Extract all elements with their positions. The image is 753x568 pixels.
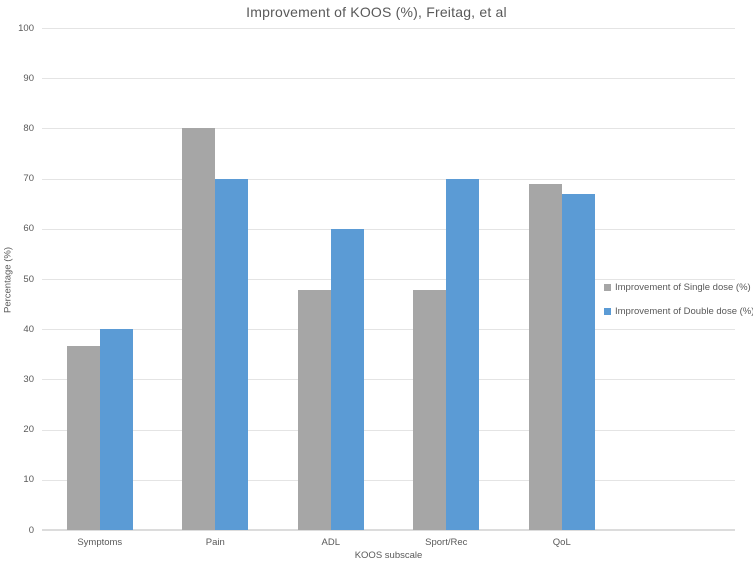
legend: Improvement of Single dose (%) Improvemen… xyxy=(604,282,753,330)
y-tick-label: 0 xyxy=(28,524,34,536)
x-tick-label: Symptoms xyxy=(77,537,123,548)
x-axis-line xyxy=(42,529,735,531)
x-tick-label: Sport/Rec xyxy=(425,537,468,548)
y-tick-label: 40 xyxy=(23,323,34,335)
x-tick-label: Pain xyxy=(205,537,225,548)
bar-adl-series-0 xyxy=(297,290,331,530)
bar-qol-series-1 xyxy=(561,193,595,530)
legend-item: Improvement of Single dose (%) xyxy=(604,282,753,293)
y-tick-label: 20 xyxy=(23,424,34,436)
bar-adl-series-1 xyxy=(330,228,364,530)
gridline xyxy=(42,228,735,230)
legend-label: Improvement of Single dose (%) xyxy=(615,282,751,293)
bar-sport-rec-series-0 xyxy=(413,290,447,530)
y-tick-label: 10 xyxy=(23,474,34,486)
y-tick-label: 100 xyxy=(18,22,34,34)
gridline xyxy=(42,479,735,481)
y-tick-label: 90 xyxy=(23,72,34,84)
bar-pain-series-0 xyxy=(182,128,216,530)
gridline xyxy=(42,178,735,180)
gridline xyxy=(42,279,735,280)
plot-area xyxy=(42,28,735,531)
y-tick-label: 80 xyxy=(23,122,34,134)
gridline xyxy=(42,429,735,431)
x-tick-label: ADL xyxy=(321,537,340,548)
gridline xyxy=(42,379,735,381)
x-axis-title: KOOS subscale xyxy=(354,550,423,561)
gridline xyxy=(42,28,735,29)
legend-item: Improvement of Double dose (%) xyxy=(604,306,753,317)
bar-sport-rec-series-1 xyxy=(446,178,480,530)
legend-marker-icon xyxy=(604,308,611,315)
y-tick-label: 50 xyxy=(23,273,34,285)
y-tick-label: 30 xyxy=(23,373,34,385)
bar-qol-series-0 xyxy=(528,183,562,530)
legend-label: Improvement of Double dose (%) xyxy=(615,306,753,317)
gridline xyxy=(42,329,735,331)
gridline xyxy=(42,128,735,130)
x-tick-label: QoL xyxy=(552,537,571,548)
y-tick-label: 60 xyxy=(23,223,34,235)
chart-title: Improvement of KOOS (%), Freitag, et al xyxy=(246,4,507,20)
bar-symptoms-series-0 xyxy=(66,345,100,530)
y-tick-label: 70 xyxy=(23,173,34,185)
legend-marker-icon xyxy=(604,284,611,291)
bar-pain-series-1 xyxy=(215,178,249,530)
gridline xyxy=(42,78,735,80)
bar-symptoms-series-1 xyxy=(99,329,133,530)
